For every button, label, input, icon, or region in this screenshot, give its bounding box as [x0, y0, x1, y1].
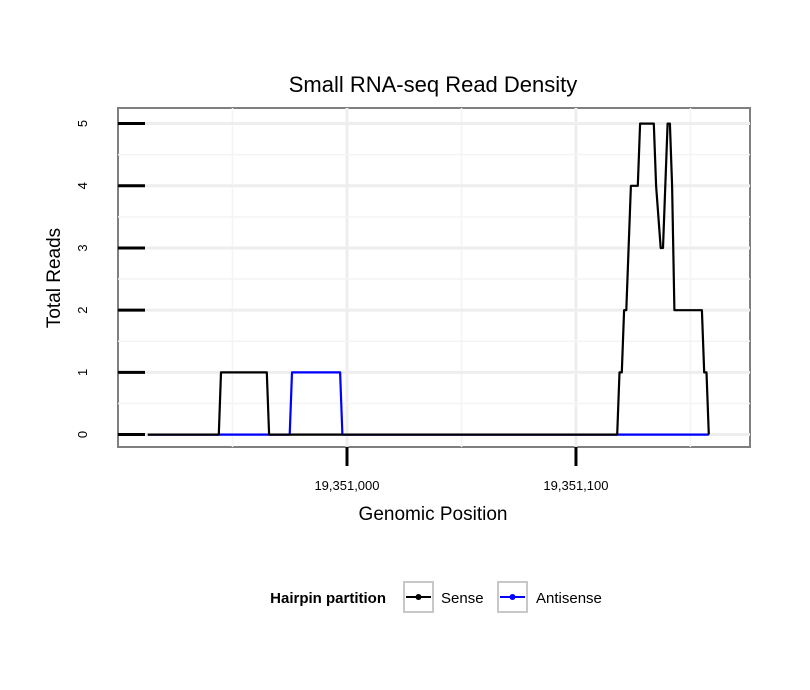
legend-title: Hairpin partition	[270, 590, 386, 607]
y-tick-label: 2	[75, 307, 90, 314]
series-layer	[147, 122, 710, 436]
x-tick-label: 19,351,100	[543, 478, 608, 493]
y-tick-label: 0	[75, 431, 90, 438]
legend-label-antisense: Antisense	[536, 590, 602, 607]
legend-point-antisense	[509, 594, 516, 600]
y-tick-label: 1	[75, 369, 90, 376]
y-tick-label: 3	[75, 244, 90, 251]
y-tick-label: 5	[75, 120, 90, 127]
x-tick-label: 19,351,000	[314, 478, 379, 493]
series-line-sense	[147, 122, 710, 436]
legend-point-sense	[415, 594, 422, 600]
x-axis-label: Genomic Position	[359, 504, 508, 525]
tick-layer: 0 1 2 3 4 5 19,351,000 19,351,100	[75, 120, 609, 493]
chart-title: Small RNA-seq Read Density	[289, 72, 578, 97]
legend-label-sense: Sense	[441, 590, 484, 607]
legend: Hairpin partition Sense Antisense	[270, 581, 602, 613]
plot-panel	[117, 107, 751, 448]
y-axis-label: Total Reads	[44, 228, 65, 328]
y-tick-label: 4	[75, 182, 90, 189]
